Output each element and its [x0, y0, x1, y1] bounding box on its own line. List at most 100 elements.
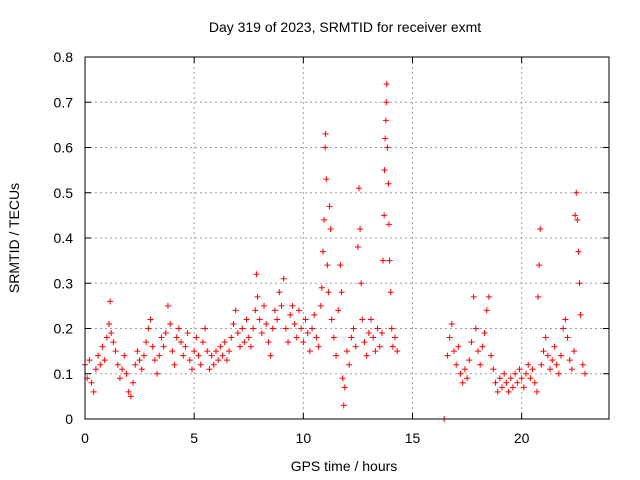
- data-point: [95, 352, 102, 359]
- data-point: [197, 361, 204, 368]
- data-point: [339, 375, 346, 382]
- data-point: [327, 225, 334, 232]
- data-point: [573, 189, 580, 196]
- data-point: [318, 284, 325, 291]
- data-point: [577, 311, 584, 318]
- data-point: [221, 339, 228, 346]
- data-point: [509, 384, 516, 391]
- data-point: [494, 388, 501, 395]
- data-point: [389, 343, 396, 350]
- data-point: [188, 366, 195, 373]
- data-point: [304, 330, 311, 337]
- data-point: [527, 375, 534, 382]
- data-point: [182, 343, 189, 350]
- data-point: [370, 334, 377, 341]
- data-point: [219, 352, 226, 359]
- data-point: [571, 348, 578, 355]
- data-point: [378, 330, 385, 337]
- data-point: [363, 352, 370, 359]
- data-point: [208, 352, 215, 359]
- data-point: [507, 375, 514, 382]
- data-point: [557, 352, 564, 359]
- data-point: [171, 361, 178, 368]
- data-point: [309, 325, 316, 332]
- data-point: [446, 334, 453, 341]
- data-point: [328, 316, 335, 323]
- data-point: [107, 298, 114, 305]
- data-point: [572, 212, 579, 219]
- data-point: [496, 375, 503, 382]
- data-point: [324, 262, 331, 269]
- data-point: [158, 334, 165, 341]
- data-point: [566, 357, 573, 364]
- data-point: [295, 307, 302, 314]
- data-point: [199, 339, 206, 346]
- data-point: [90, 388, 97, 395]
- data-point: [278, 302, 285, 309]
- data-point: [119, 366, 126, 373]
- data-point: [538, 361, 545, 368]
- data-point: [337, 262, 344, 269]
- data-point: [501, 370, 508, 377]
- data-point: [387, 289, 394, 296]
- data-point: [520, 384, 527, 391]
- data-point: [385, 180, 392, 187]
- data-point: [344, 348, 350, 355]
- data-point: [282, 325, 289, 332]
- data-point: [180, 352, 187, 359]
- data-point: [132, 361, 139, 368]
- data-point: [365, 330, 372, 337]
- data-point: [348, 334, 355, 341]
- data-point: [386, 257, 393, 264]
- data-point: [551, 343, 558, 350]
- data-point: [306, 348, 313, 355]
- data-point: [464, 375, 471, 382]
- data-point: [461, 366, 468, 373]
- data-point: [92, 366, 99, 373]
- data-point: [134, 348, 141, 355]
- data-point: [178, 339, 185, 346]
- data-point: [285, 339, 292, 346]
- data-point: [247, 343, 254, 350]
- data-point: [341, 384, 348, 391]
- data-point: [383, 81, 390, 88]
- data-point: [444, 352, 451, 359]
- data-point: [455, 343, 462, 350]
- data-point: [529, 366, 536, 373]
- data-point: [234, 330, 241, 337]
- data-point: [156, 352, 163, 359]
- data-point: [338, 289, 345, 296]
- data-point: [382, 117, 389, 124]
- data-point: [321, 216, 328, 223]
- data-point: [223, 357, 230, 364]
- x-axis-label: GPS time / hours: [291, 458, 398, 474]
- axis-ticks: 0 5 10 15 20 0 0.1 0.2 0.3 0.4 0.5 0.6 0.7 0.8: [54, 49, 609, 446]
- data-point: [492, 379, 499, 386]
- data-point: [193, 334, 200, 341]
- data-point: [287, 311, 294, 318]
- data-point: [544, 352, 551, 359]
- data-point: [151, 357, 158, 364]
- data-point: [217, 343, 224, 350]
- data-point: [263, 320, 270, 327]
- data-point: [490, 366, 497, 373]
- y-tick-label: 0.3: [54, 275, 74, 291]
- data-point: [536, 262, 543, 269]
- data-point: [250, 325, 257, 332]
- data-point: [86, 357, 93, 364]
- data-point: [388, 325, 395, 332]
- data-point: [175, 325, 182, 332]
- data-point: [202, 325, 209, 332]
- data-point: [271, 307, 278, 314]
- data-point: [333, 352, 340, 359]
- data-point: [269, 325, 276, 332]
- data-point: [106, 320, 113, 327]
- data-point: [215, 357, 222, 364]
- y-tick-label: 0.2: [54, 321, 74, 337]
- data-point: [547, 366, 554, 373]
- y-tick-label: 0.8: [54, 49, 74, 65]
- data-point: [575, 248, 582, 255]
- data-point: [356, 185, 363, 192]
- data-point: [475, 348, 481, 355]
